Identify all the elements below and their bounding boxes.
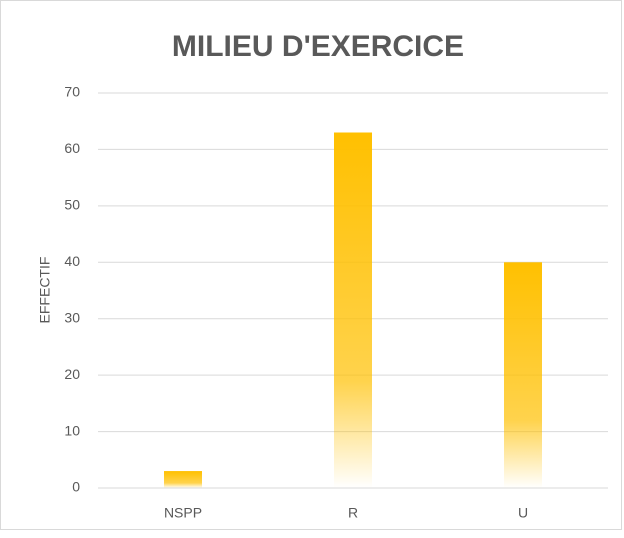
x-tick-label: NSPP [164, 505, 202, 521]
x-tick-label: U [518, 505, 528, 521]
y-tick-label: 20 [64, 366, 80, 382]
y-tick-label: 50 [64, 197, 80, 213]
x-tick-label: R [348, 505, 358, 521]
bar [164, 471, 202, 488]
y-tick-label: 60 [64, 140, 80, 156]
y-axis-label: EFFECTIF [37, 257, 53, 324]
bar [334, 132, 372, 488]
y-tick-label: 30 [64, 309, 80, 325]
chart-title: MILIEU D'EXERCICE [172, 30, 464, 63]
bar [504, 262, 542, 488]
y-tick-label: 0 [72, 479, 80, 495]
y-tick-label: 70 [64, 84, 80, 100]
y-tick-label: 10 [64, 422, 80, 438]
y-tick-label: 40 [64, 253, 80, 269]
